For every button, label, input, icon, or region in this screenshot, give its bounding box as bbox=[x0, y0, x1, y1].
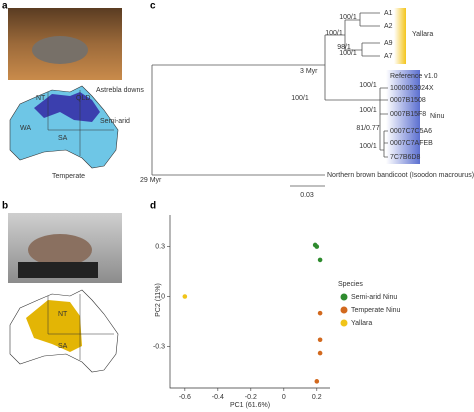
support-value: 100/1 bbox=[359, 107, 377, 114]
clade-box bbox=[386, 70, 420, 164]
leaf-label: 0007B15F8 bbox=[390, 111, 426, 118]
y-tick-label: 0.3 bbox=[155, 243, 165, 250]
x-tick-label: 0 bbox=[282, 394, 286, 401]
map-borders bbox=[47, 294, 114, 360]
leaf-label: A9 bbox=[384, 40, 393, 47]
clade-box bbox=[394, 8, 406, 64]
map-label: Semi-arid bbox=[100, 118, 130, 125]
x-tick-label: 0.2 bbox=[312, 394, 322, 401]
point bbox=[182, 294, 188, 299]
support-value: 100/1 bbox=[339, 50, 357, 57]
tree-branches bbox=[151, 12, 388, 187]
map-region bbox=[34, 92, 100, 122]
map-label: Astrebla downs bbox=[96, 87, 144, 94]
x-tick-label: -0.6 bbox=[179, 394, 191, 401]
reference-label: Reference v1.0 bbox=[390, 73, 438, 80]
x-tick-label: -0.2 bbox=[245, 394, 257, 401]
leaf-label: A7 bbox=[384, 53, 393, 60]
y-tick-label: -0.3 bbox=[153, 343, 165, 350]
legend-swatch bbox=[340, 306, 348, 314]
node-age: 3 Myr bbox=[300, 68, 318, 75]
outgroup-label: Northern brown bandicoot (Isoodon macrou… bbox=[327, 172, 474, 179]
clade-label: Ninu bbox=[430, 113, 445, 120]
map-label: QLD bbox=[76, 95, 90, 102]
clade-label: Yallara bbox=[412, 31, 433, 38]
point bbox=[314, 379, 320, 384]
leaf-label: A2 bbox=[384, 23, 393, 30]
x-tick-label: -0.4 bbox=[212, 394, 224, 401]
leaf-label: 0007C7C5A6 bbox=[390, 128, 432, 135]
y-tick-label: 0 bbox=[161, 293, 165, 300]
support-value: 100/1 bbox=[339, 14, 357, 21]
y-axis-label: PC2 (11%) bbox=[155, 283, 162, 317]
legend-label: Temperate Ninu bbox=[351, 307, 401, 314]
point bbox=[317, 337, 323, 343]
panel-label: c bbox=[150, 1, 156, 12]
support-value: 98/1 bbox=[337, 44, 351, 51]
stand bbox=[18, 262, 98, 278]
scale-label: 0.03 bbox=[300, 192, 314, 199]
legend-label: Semi-arid Ninu bbox=[351, 294, 397, 301]
map-label: SA bbox=[58, 135, 68, 142]
panel-label: d bbox=[150, 201, 156, 212]
point bbox=[317, 257, 323, 263]
legend-label: Yallara bbox=[351, 320, 372, 327]
legend-swatch bbox=[340, 319, 348, 327]
support-value: 100/1 bbox=[291, 95, 309, 102]
panel-label: a bbox=[2, 1, 8, 12]
leaf-label: 0007B1508 bbox=[390, 97, 426, 104]
map-label: NT bbox=[58, 311, 68, 318]
panel-label: b bbox=[2, 201, 8, 212]
leaf-label: 7C7B6D8 bbox=[390, 154, 420, 161]
map-region bbox=[26, 300, 82, 352]
axes bbox=[169, 215, 330, 389]
map-label: NT bbox=[36, 95, 46, 102]
animal bbox=[28, 234, 92, 266]
map-label: Temperate bbox=[52, 173, 85, 180]
map-borders bbox=[47, 90, 114, 156]
support-value: 100/1 bbox=[359, 82, 377, 89]
node-age: 29 Myr bbox=[140, 177, 162, 184]
point bbox=[317, 350, 323, 356]
map-label: WA bbox=[20, 125, 31, 132]
support-value: 100/1 bbox=[325, 30, 343, 37]
leaf-label: A1 bbox=[384, 10, 393, 17]
support-value: 100/1 bbox=[359, 143, 377, 150]
animal bbox=[32, 36, 88, 64]
legend-swatch bbox=[340, 293, 348, 301]
point bbox=[314, 244, 320, 249]
map-label: SA bbox=[58, 343, 68, 350]
leaf-label: 1000053024X bbox=[390, 85, 434, 92]
legend-title: Species bbox=[338, 281, 363, 288]
x-axis-label: PC1 (61.6%) bbox=[230, 402, 270, 409]
support-value: 81/0.77 bbox=[356, 125, 379, 132]
point bbox=[317, 310, 323, 316]
leaf-label: 0007C7AFEB bbox=[390, 140, 433, 147]
